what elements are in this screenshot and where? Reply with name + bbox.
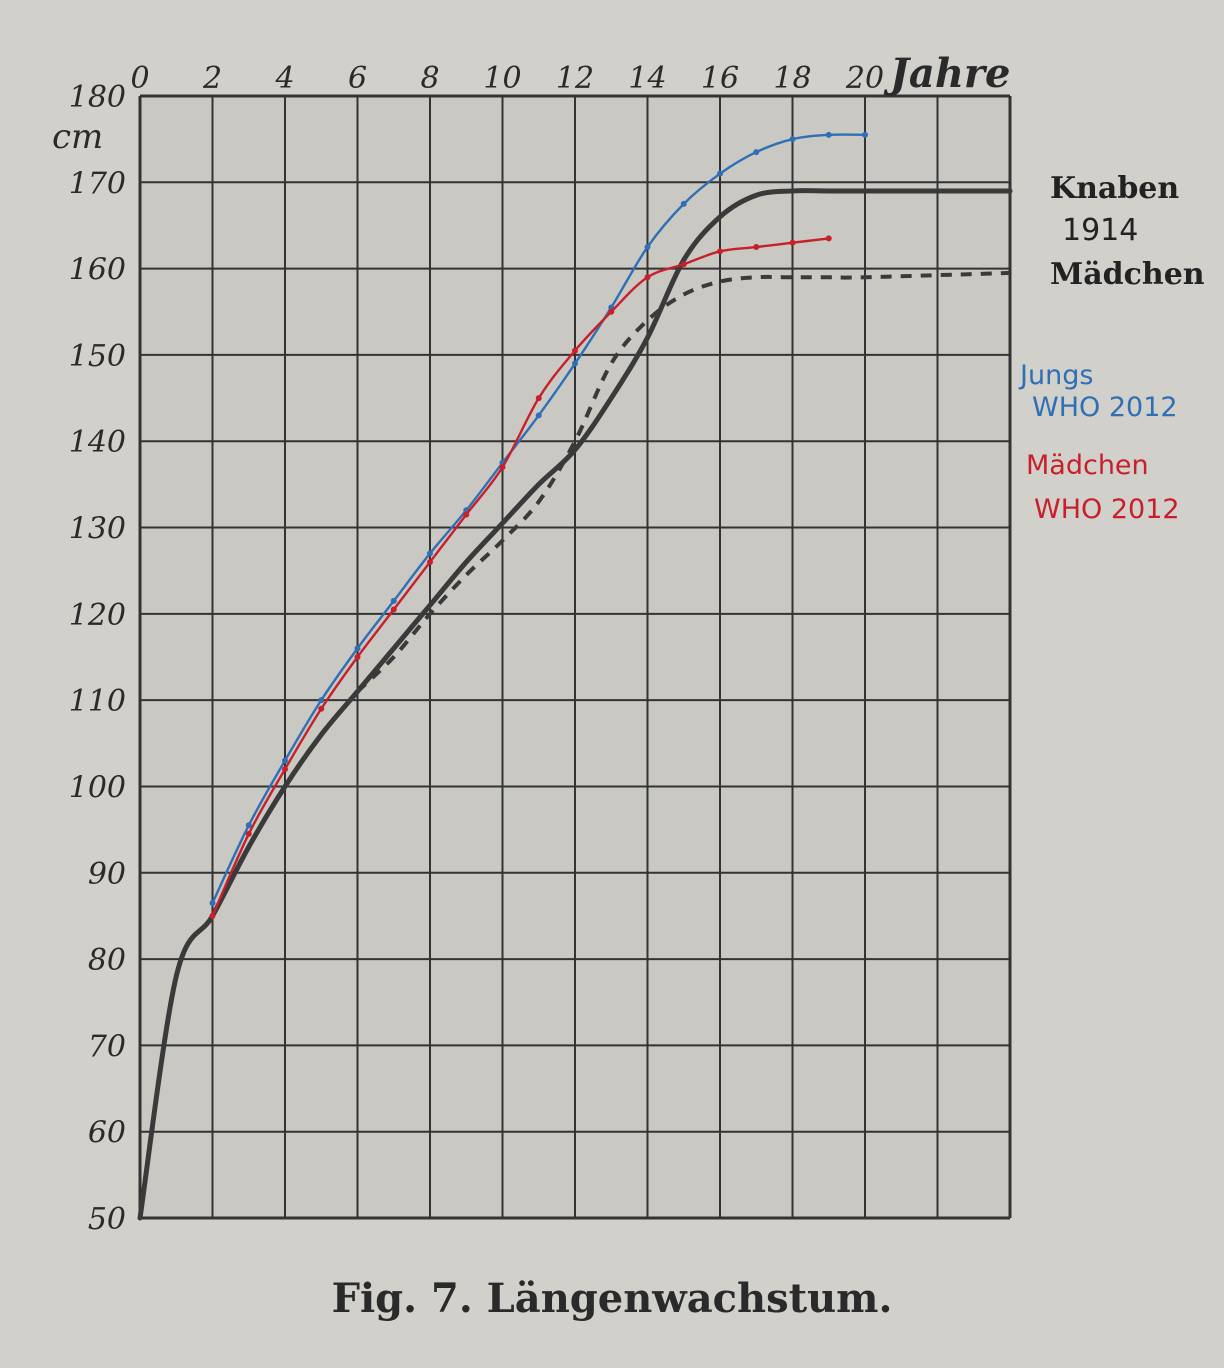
y-tick-label: 100 [69, 770, 126, 805]
y-tick-label: 160 [69, 253, 126, 288]
series-point [680, 261, 687, 268]
legend-maedchen: Mädchen [1050, 257, 1205, 292]
series-point [282, 757, 288, 764]
series-point [209, 899, 216, 906]
x-tick-label: 20 [845, 61, 884, 96]
y-tick-label: 130 [69, 512, 126, 547]
series-point [390, 606, 397, 613]
x-tick-label: 6 [348, 61, 367, 96]
y-tick-label: 150 [69, 339, 126, 374]
figure-caption: Fig. 7. Längenwachstum. [332, 1275, 893, 1322]
series-point [753, 149, 760, 156]
x-tick-label: 10 [483, 61, 521, 96]
legend-jungs-who-line1: Jungs [1018, 360, 1093, 391]
grid [138, 94, 1012, 1220]
series-point [717, 170, 723, 177]
series-point [463, 511, 470, 518]
series-point [572, 347, 578, 354]
legend-jungs-who-line2: WHO 2012 [1032, 392, 1178, 423]
x-tick-label: 18 [773, 61, 811, 96]
series-point [535, 395, 542, 402]
series-point [354, 645, 361, 652]
y-tick-label: 120 [69, 598, 126, 633]
series-layer [137, 131, 1013, 1221]
legend-year: 1914 [1062, 213, 1138, 248]
legend-knaben: Knaben [1050, 171, 1179, 206]
x-tick-label: 14 [628, 61, 666, 96]
y-tick-label: 90 [88, 857, 126, 892]
legend-maedchen-who-line1: Mädchen [1026, 450, 1149, 481]
series-point [608, 308, 615, 315]
series-point [789, 136, 796, 143]
y-tick-label: 170 [69, 166, 126, 201]
x-tick-label: 0 [130, 61, 149, 96]
y-tick-label: 70 [88, 1029, 126, 1064]
series-point [209, 912, 216, 919]
x-tick-label: 4 [274, 61, 294, 96]
series-point [789, 239, 796, 246]
series-point [427, 550, 433, 557]
series-point [825, 235, 832, 242]
series-point [753, 244, 760, 251]
series-point [245, 822, 252, 829]
series-point [644, 274, 651, 281]
x-unit-label: Jahre [883, 50, 1010, 97]
legend-maedchen-who-line2: WHO 2012 [1034, 494, 1180, 525]
series-point [862, 131, 868, 138]
x-tick-label: 16 [701, 61, 739, 96]
x-tick-label: 2 [202, 61, 222, 96]
series-point [318, 697, 325, 704]
y-unit-label: cm [52, 117, 103, 157]
y-tick-labels: 50 60 70 80 90 100 110 120 130 140 150 160 170 180 [69, 80, 126, 1237]
y-tick-label: 140 [69, 425, 126, 460]
y-tick-label: 180 [69, 80, 126, 115]
series-point [354, 654, 361, 660]
series-point [572, 360, 578, 367]
series-point [717, 248, 723, 255]
series-point [318, 705, 325, 712]
x-tick-label: 8 [420, 61, 439, 96]
series-point [427, 559, 433, 566]
series-point [825, 131, 832, 138]
series-point [282, 766, 288, 773]
x-tick-label: 12 [556, 61, 594, 96]
series-line [356, 270, 1011, 693]
series-point [390, 597, 397, 604]
y-tick-label: 60 [88, 1116, 126, 1151]
series-point [680, 200, 687, 207]
x-tick-labels: 0 2 4 6 8 10 12 14 16 18 20 [130, 61, 884, 96]
y-tick-label: 80 [88, 943, 126, 978]
series-point [499, 464, 506, 471]
series-point [535, 412, 542, 419]
y-tick-label: 110 [69, 684, 126, 719]
series-line [137, 188, 1013, 1221]
y-tick-label: 50 [88, 1202, 126, 1237]
series-point [644, 244, 651, 251]
series-point [245, 830, 252, 837]
